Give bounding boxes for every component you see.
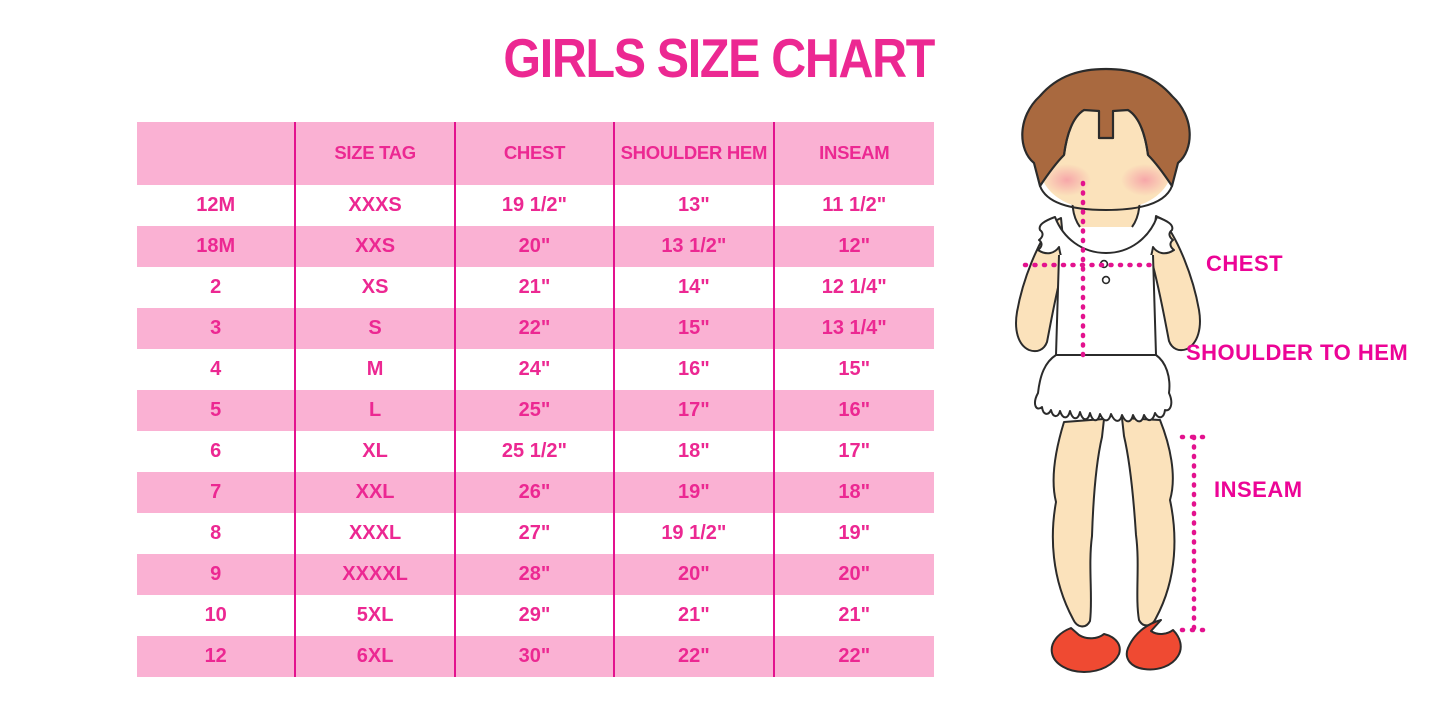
svg-text:SHOULDER TO HEM: SHOULDER TO HEM: [1186, 340, 1408, 365]
svg-text:CHEST: CHEST: [1206, 251, 1283, 276]
svg-text:INSEAM: INSEAM: [1214, 477, 1303, 502]
